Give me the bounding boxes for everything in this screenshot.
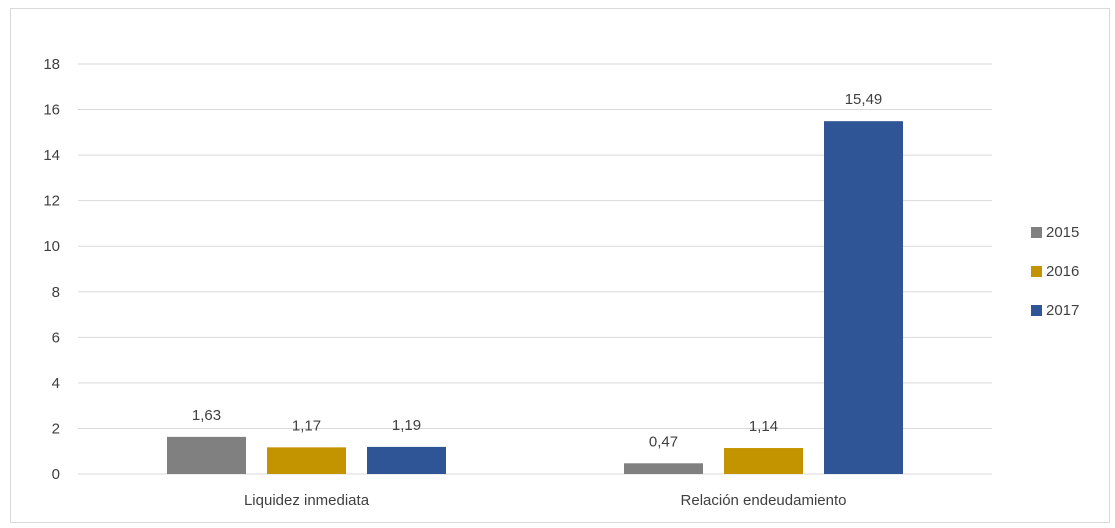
bar-2015-1 [167, 436, 246, 474]
data-label: 1,63 [192, 407, 221, 424]
legend-swatch-2017 [1031, 305, 1042, 316]
data-labels: 1,63 1,17 1,19 0,47 1,14 15,49 [192, 91, 882, 450]
data-label: 1,17 [292, 417, 321, 434]
data-label: 1,19 [392, 417, 421, 434]
bar-2015-2 [624, 463, 703, 474]
y-axis-ticks: 0 2 4 6 8 10 12 14 16 18 [43, 56, 60, 483]
y-tick-label: 6 [52, 329, 60, 346]
x-category-label: Relación endeudamiento [681, 492, 847, 509]
legend-label: 2016 [1046, 263, 1079, 280]
legend-swatch-2015 [1031, 227, 1042, 238]
legend-swatch-2016 [1031, 266, 1042, 277]
bar-2017-1 [367, 446, 446, 474]
bars [167, 121, 903, 474]
y-tick-label: 0 [52, 466, 60, 483]
x-axis-categories: Liquidez inmediata Relación endeudamiento [244, 492, 847, 509]
y-tick-label: 2 [52, 420, 60, 437]
bar-2016-1 [267, 447, 346, 474]
x-category-label: Liquidez inmediata [244, 492, 370, 509]
bar-2017-2 [824, 121, 903, 474]
y-tick-label: 16 [43, 102, 60, 119]
data-label: 1,14 [749, 418, 778, 435]
legend-label: 2015 [1046, 224, 1079, 241]
legend: 2015 2016 2017 [1031, 224, 1079, 319]
bar-2016-2 [724, 448, 803, 474]
y-tick-label: 4 [52, 375, 60, 392]
y-tick-label: 18 [43, 56, 60, 73]
legend-label: 2017 [1046, 302, 1079, 319]
y-tick-label: 14 [43, 147, 60, 164]
data-label: 15,49 [845, 91, 883, 108]
y-tick-label: 10 [43, 238, 60, 255]
y-tick-label: 8 [52, 284, 60, 301]
data-label: 0,47 [649, 433, 678, 450]
y-tick-label: 12 [43, 193, 60, 210]
